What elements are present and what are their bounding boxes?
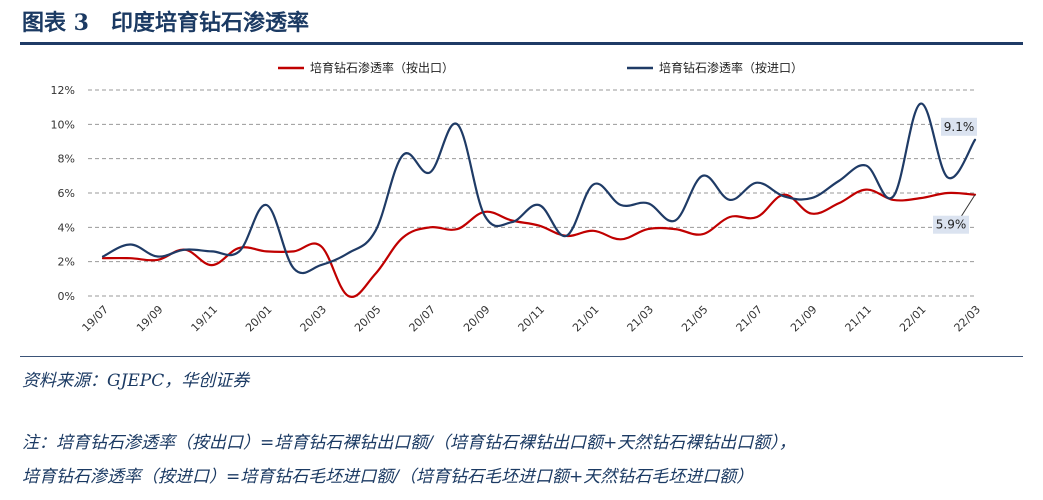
x-tick-label: 20/09 bbox=[461, 303, 493, 335]
x-tick-label: 19/07 bbox=[80, 303, 112, 335]
x-tick-label: 21/01 bbox=[570, 303, 602, 335]
x-tick-label: 21/07 bbox=[734, 303, 766, 335]
export-end-label: 5.9% bbox=[936, 218, 967, 232]
x-tick-label: 20/03 bbox=[298, 303, 330, 335]
figure-title: 图表 3 印度培育钻石渗透率 bbox=[22, 6, 309, 40]
y-tick-label: 0% bbox=[58, 290, 75, 303]
y-tick-label: 2% bbox=[58, 256, 75, 269]
legend-import-label: 培育钻石渗透率（按进口） bbox=[659, 60, 803, 75]
x-tick-label: 21/09 bbox=[788, 303, 820, 335]
x-tick-label: 22/03 bbox=[952, 303, 984, 335]
note-line-2: 培育钻石渗透率（按进口）=培育钻石毛坯进口额/（培育钻石毛坯进口额+天然钻石毛坯… bbox=[22, 467, 754, 487]
x-tick-label: 20/11 bbox=[516, 303, 548, 335]
x-tick-label: 20/07 bbox=[407, 303, 439, 335]
export-end-label-bg bbox=[933, 215, 969, 234]
y-tick-label: 8% bbox=[58, 153, 75, 166]
title-rule bbox=[20, 42, 1023, 45]
source-rule bbox=[20, 356, 1023, 357]
x-tick-label: 20/05 bbox=[352, 303, 384, 335]
legend-export-label: 培育钻石渗透率（按出口） bbox=[310, 60, 454, 75]
x-tick-label: 20/01 bbox=[243, 303, 275, 335]
y-tick-label: 12% bbox=[51, 84, 75, 97]
export-series-line bbox=[101, 188, 977, 298]
x-tick-label: 21/11 bbox=[843, 303, 875, 335]
figure-heading: 印度培育钻石渗透率 bbox=[110, 10, 309, 36]
import-end-label: 9.1% bbox=[944, 120, 975, 134]
import-series-line bbox=[101, 102, 977, 275]
figure-label: 图表 3 bbox=[22, 10, 89, 36]
source-text: 资料来源：GJEPC，华创证券 bbox=[22, 371, 250, 391]
y-tick-label: 4% bbox=[58, 221, 75, 234]
import-end-label-bg bbox=[941, 117, 977, 136]
x-tick-label: 19/09 bbox=[134, 303, 166, 335]
x-tick-label: 21/03 bbox=[625, 303, 657, 335]
y-tick-label: 6% bbox=[58, 187, 75, 200]
x-tick-label: 21/05 bbox=[679, 303, 711, 335]
penetration-line-chart: 0% 2% 4% 6% 8% 10% 12% 19/07 19/09 19/11 20/01 20/0… bbox=[51, 60, 984, 335]
note-line-1: 注：培育钻石渗透率（按出口）=培育钻石裸钻出口额/（培育钻石裸钻出口额+天然钻石… bbox=[22, 433, 796, 453]
x-tick-label: 19/11 bbox=[189, 303, 221, 335]
export-end-leader bbox=[960, 194, 976, 217]
y-tick-label: 10% bbox=[51, 118, 75, 131]
x-tick-label: 22/01 bbox=[897, 303, 929, 335]
